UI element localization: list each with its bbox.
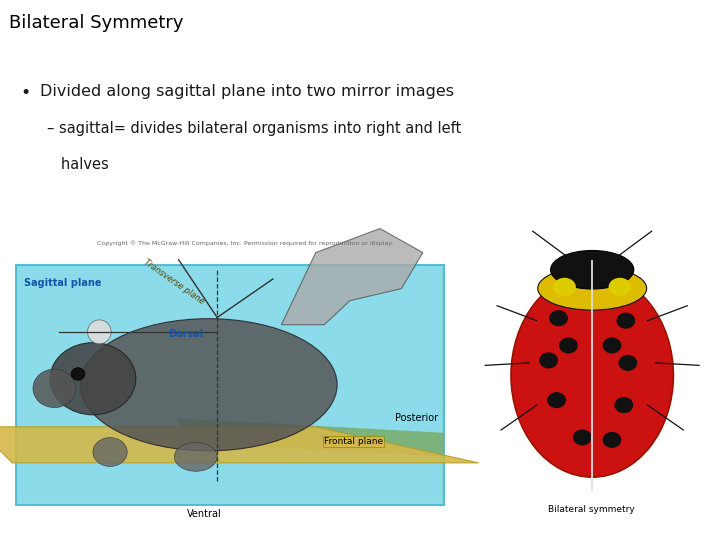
Ellipse shape bbox=[603, 338, 621, 354]
Text: – sagittal= divides bilateral organisms into right and left: – sagittal= divides bilateral organisms … bbox=[47, 122, 461, 137]
Ellipse shape bbox=[174, 442, 217, 471]
Text: Transverse plane: Transverse plane bbox=[143, 258, 206, 306]
Ellipse shape bbox=[538, 267, 647, 310]
Text: Frontal plane: Frontal plane bbox=[324, 437, 384, 445]
Ellipse shape bbox=[616, 313, 635, 329]
FancyBboxPatch shape bbox=[16, 265, 444, 505]
Ellipse shape bbox=[88, 320, 111, 344]
Text: Ventral: Ventral bbox=[187, 509, 222, 519]
Polygon shape bbox=[179, 418, 444, 457]
Ellipse shape bbox=[71, 368, 85, 380]
Ellipse shape bbox=[547, 392, 566, 408]
Ellipse shape bbox=[33, 369, 76, 408]
Polygon shape bbox=[282, 228, 423, 325]
Ellipse shape bbox=[511, 273, 673, 477]
Text: halves: halves bbox=[47, 157, 109, 172]
Ellipse shape bbox=[603, 432, 621, 448]
Ellipse shape bbox=[618, 355, 637, 371]
Ellipse shape bbox=[573, 429, 592, 445]
Ellipse shape bbox=[551, 251, 634, 289]
Ellipse shape bbox=[553, 278, 576, 296]
Ellipse shape bbox=[614, 397, 634, 413]
Text: Dorsal: Dorsal bbox=[168, 329, 203, 340]
Ellipse shape bbox=[608, 278, 631, 296]
Text: Bilateral symmetry: Bilateral symmetry bbox=[549, 505, 635, 514]
Text: Posterior: Posterior bbox=[395, 414, 438, 423]
Text: •: • bbox=[20, 84, 30, 102]
Text: Divided along sagittal plane into two mirror images: Divided along sagittal plane into two mi… bbox=[40, 84, 454, 99]
Text: Bilateral Symmetry: Bilateral Symmetry bbox=[9, 14, 184, 31]
Ellipse shape bbox=[559, 338, 578, 354]
Polygon shape bbox=[0, 427, 479, 463]
Ellipse shape bbox=[50, 343, 136, 415]
Text: Copyright © The McGraw-Hill Companies, Inc. Permission required for reproduction: Copyright © The McGraw-Hill Companies, I… bbox=[97, 240, 393, 246]
Text: Sagittal plane: Sagittal plane bbox=[24, 278, 102, 288]
Ellipse shape bbox=[549, 310, 568, 326]
Ellipse shape bbox=[80, 319, 337, 451]
Ellipse shape bbox=[93, 437, 127, 467]
Ellipse shape bbox=[539, 352, 558, 368]
